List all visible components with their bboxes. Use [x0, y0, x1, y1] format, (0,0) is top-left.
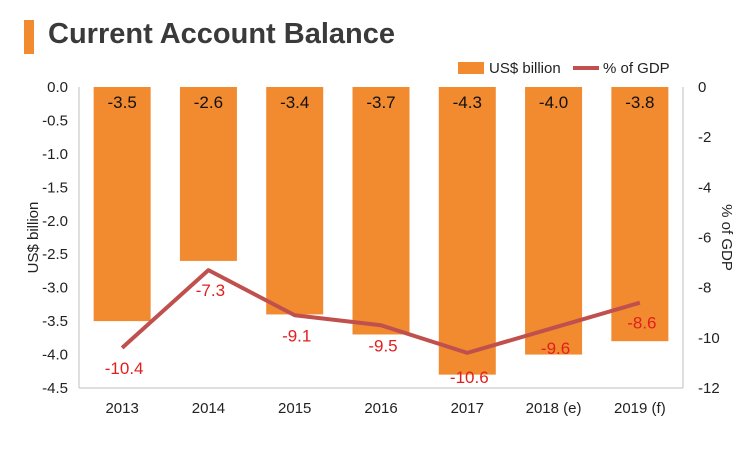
title-accent-bar: [24, 20, 34, 54]
y-tick-label: -2.5: [42, 246, 68, 263]
y-tick-label: 0.0: [47, 79, 68, 96]
y2-tick-label: -2: [698, 129, 711, 146]
y-tick-label: -4.0: [42, 347, 68, 364]
x-tick-label: 2014: [192, 400, 225, 417]
line-value-label: -8.6: [627, 314, 656, 333]
y2-tick-label: -8: [698, 280, 711, 297]
bar-value-label: -3.7: [366, 93, 395, 112]
y-tick-label: -4.5: [42, 380, 68, 397]
y-axis-title: US$ billion: [25, 202, 42, 274]
line-value-label: -10.6: [450, 368, 489, 387]
y-tick-label: -1.0: [42, 146, 68, 163]
bar-value-label: -3.4: [280, 93, 309, 112]
y-tick-label: -2.0: [42, 213, 68, 230]
y-tick-label: -1.5: [42, 179, 68, 196]
y-tick-label: -0.5: [42, 112, 68, 129]
chart-title: Current Account Balance: [48, 18, 395, 50]
x-tick-label: 2017: [451, 400, 484, 417]
y2-tick-label: -12: [698, 380, 720, 397]
line-value-label: -9.6: [541, 339, 570, 358]
bar-value-label: -3.8: [625, 93, 654, 112]
y2-tick-label: -6: [698, 230, 711, 247]
y2-axis-title: % of GDP: [718, 204, 735, 271]
line-value-label: -9.5: [368, 336, 397, 355]
x-tick-label: 2013: [105, 400, 138, 417]
y-tick-label: -3.5: [42, 313, 68, 330]
x-tick-label: 2018 (e): [526, 400, 582, 417]
y2-tick-label: -10: [698, 330, 720, 347]
bar: [266, 87, 324, 315]
y-tick-label: -3.0: [42, 280, 68, 297]
legend-swatch-bar: [458, 62, 484, 74]
x-tick-label: 2019 (f): [614, 400, 666, 417]
bar-value-label: -4.0: [539, 93, 568, 112]
y2-tick-label: -4: [698, 179, 711, 196]
bar: [611, 87, 669, 342]
bar: [179, 87, 237, 261]
line-value-label: -7.3: [196, 281, 225, 300]
bar: [525, 87, 583, 355]
line-value-label: -10.4: [105, 359, 144, 378]
x-tick-label: 2015: [278, 400, 311, 417]
bar-value-label: -2.6: [194, 93, 223, 112]
gdp-line: [120, 268, 641, 355]
line-value-label: -9.1: [282, 326, 311, 345]
legend-label-bar: US$ billion: [489, 60, 561, 77]
bar: [93, 87, 151, 322]
bar: [352, 87, 410, 335]
bar: [438, 87, 496, 375]
y2-tick-label: 0: [698, 79, 706, 96]
x-tick-label: 2016: [364, 400, 397, 417]
legend-label-line: % of GDP: [603, 60, 670, 77]
bar-value-label: -3.5: [107, 93, 136, 112]
bar-value-label: -4.3: [453, 93, 482, 112]
